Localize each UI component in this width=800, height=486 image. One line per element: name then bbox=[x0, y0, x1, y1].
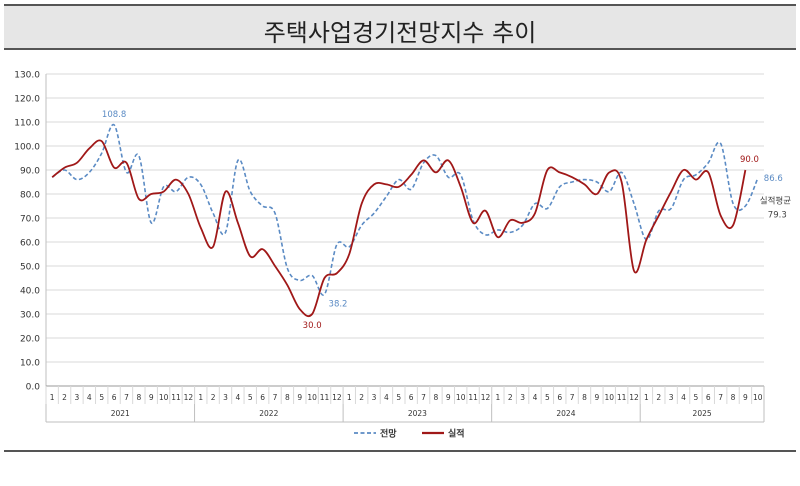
x-tick-label: 11 bbox=[617, 393, 627, 402]
legend-label: 전망 bbox=[380, 428, 397, 440]
annotation-label: 실적평균 bbox=[760, 196, 791, 207]
x-tick-label: 1 bbox=[50, 393, 55, 402]
x-tick-label: 10 bbox=[307, 393, 317, 402]
y-tick-label: 80.0 bbox=[20, 191, 40, 201]
y-tick-label: 50.0 bbox=[20, 263, 40, 273]
legend-label: 실적 bbox=[448, 428, 465, 440]
y-tick-label: 60.0 bbox=[20, 239, 40, 249]
x-tick-label: 5 bbox=[99, 393, 104, 402]
series-line-actual bbox=[51, 139, 747, 318]
chart-frame: 0.0 10.0 20.0 30.0 40.0 50.0 60.0 70.0 80.0 90.0 1… bbox=[4, 56, 796, 452]
y-tick-label: 120.0 bbox=[14, 95, 40, 105]
x-year-label: 2024 bbox=[556, 409, 575, 418]
x-tick-label: 8 bbox=[731, 393, 736, 402]
x-tick-label: 8 bbox=[136, 393, 141, 402]
x-tick-label: 7 bbox=[570, 393, 575, 402]
annotation-value: 79.3 bbox=[768, 211, 787, 221]
x-tick-label: 12 bbox=[332, 393, 342, 402]
x-tick-label: 9 bbox=[446, 393, 451, 402]
x-tick-label: 10 bbox=[604, 393, 614, 402]
x-tick-label: 9 bbox=[297, 393, 302, 402]
y-tick-label: 130.0 bbox=[14, 71, 40, 81]
x-tick-label: 10 bbox=[159, 393, 169, 402]
y-tick-label: 20.0 bbox=[20, 335, 40, 345]
data-label: 90.0 bbox=[740, 155, 759, 165]
x-tick-label: 4 bbox=[384, 393, 389, 402]
x-year-label: 2023 bbox=[408, 409, 427, 418]
x-tick-label: 10 bbox=[456, 393, 466, 402]
x-tick-label: 11 bbox=[320, 393, 330, 402]
x-tick-label: 1 bbox=[347, 393, 352, 402]
x-tick-label: 2 bbox=[359, 393, 364, 402]
page-title: 주택사업경기전망지수 추이 bbox=[263, 19, 537, 47]
y-tick-label: 100.0 bbox=[14, 143, 40, 153]
x-tick-label: 4 bbox=[87, 393, 92, 402]
y-tick-label: 0.0 bbox=[26, 383, 41, 393]
x-tick-label: 6 bbox=[260, 393, 265, 402]
x-tick-label: 4 bbox=[235, 393, 240, 402]
y-tick-label: 30.0 bbox=[20, 311, 40, 321]
x-tick-label: 12 bbox=[481, 393, 491, 402]
x-year-label: 2025 bbox=[693, 409, 712, 418]
x-tick-label: 8 bbox=[285, 393, 290, 402]
data-label: 86.6 bbox=[764, 174, 783, 184]
y-tick-label: 10.0 bbox=[20, 359, 40, 369]
x-tick-label: 5 bbox=[248, 393, 253, 402]
x-tick-label: 1 bbox=[644, 393, 649, 402]
x-tick-label: 8 bbox=[434, 393, 439, 402]
x-tick-label: 6 bbox=[409, 393, 414, 402]
x-tick-label: 12 bbox=[184, 393, 194, 402]
x-tick-label: 6 bbox=[706, 393, 711, 402]
x-year-label: 2021 bbox=[111, 409, 130, 418]
x-tick-label: 2 bbox=[656, 393, 661, 402]
x-tick-label: 5 bbox=[694, 393, 699, 402]
line-chart: 0.0 10.0 20.0 30.0 40.0 50.0 60.0 70.0 80.0 90.0 1… bbox=[14, 71, 791, 440]
title-bar: 주택사업경기전망지수 추이 bbox=[4, 4, 796, 50]
x-tick-label: 11 bbox=[468, 393, 478, 402]
x-tick-label: 7 bbox=[273, 393, 278, 402]
x-tick-label: 4 bbox=[681, 393, 686, 402]
y-tick-label: 90.0 bbox=[20, 167, 40, 177]
data-label: 30.0 bbox=[303, 321, 322, 331]
bottom-rule bbox=[4, 450, 796, 452]
x-tick-label: 7 bbox=[718, 393, 723, 402]
x-tick-label: 9 bbox=[594, 393, 599, 402]
x-tick-label: 11 bbox=[171, 393, 181, 402]
x-tick-label: 4 bbox=[533, 393, 538, 402]
x-tick-label: 6 bbox=[112, 393, 117, 402]
x-tick-label: 3 bbox=[223, 393, 228, 402]
x-tick-label: 7 bbox=[421, 393, 426, 402]
x-tick-label: 9 bbox=[743, 393, 748, 402]
data-label: 38.2 bbox=[329, 299, 348, 309]
x-tick-label: 1 bbox=[495, 393, 500, 402]
x-tick-label: 5 bbox=[545, 393, 550, 402]
y-tick-label: 70.0 bbox=[20, 215, 40, 225]
x-tick-label: 2 bbox=[211, 393, 216, 402]
x-tick-label: 8 bbox=[582, 393, 587, 402]
x-tick-label: 12 bbox=[629, 393, 639, 402]
x-tick-label: 9 bbox=[149, 393, 154, 402]
x-tick-label: 7 bbox=[124, 393, 129, 402]
y-tick-label: 110.0 bbox=[14, 119, 40, 129]
x-tick-label: 3 bbox=[372, 393, 377, 402]
x-tick-label: 2 bbox=[62, 393, 67, 402]
x-tick-label: 6 bbox=[557, 393, 562, 402]
x-tick-label: 3 bbox=[669, 393, 674, 402]
y-tick-label: 40.0 bbox=[20, 287, 40, 297]
x-tick-label: 3 bbox=[520, 393, 525, 402]
x-year-label: 2022 bbox=[259, 409, 278, 418]
x-tick-label: 3 bbox=[75, 393, 80, 402]
x-tick-label: 1 bbox=[198, 393, 203, 402]
x-tick-label: 10 bbox=[753, 393, 763, 402]
x-tick-label: 2 bbox=[508, 393, 513, 402]
data-label: 108.8 bbox=[102, 110, 126, 120]
x-tick-label: 5 bbox=[396, 393, 401, 402]
series-line-forecast bbox=[51, 124, 759, 296]
